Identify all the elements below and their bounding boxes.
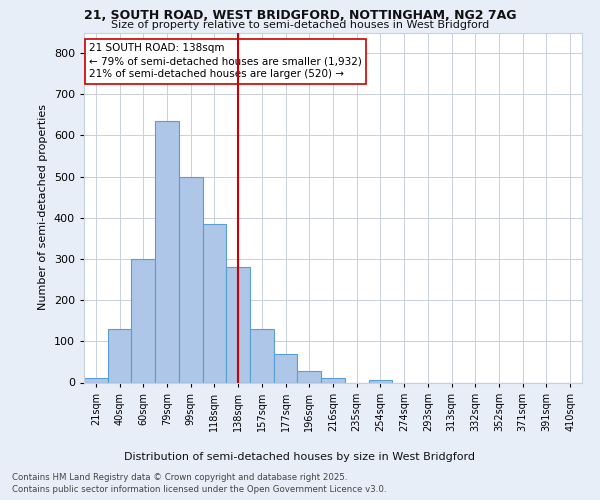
Text: Size of property relative to semi-detached houses in West Bridgford: Size of property relative to semi-detach… [111, 20, 489, 30]
Text: 21, SOUTH ROAD, WEST BRIDGFORD, NOTTINGHAM, NG2 7AG: 21, SOUTH ROAD, WEST BRIDGFORD, NOTTINGH… [84, 9, 516, 22]
Text: Contains HM Land Registry data © Crown copyright and database right 2025.
Contai: Contains HM Land Registry data © Crown c… [12, 473, 386, 494]
Bar [108, 329, 131, 382]
Bar [131, 259, 155, 382]
Bar [298, 371, 321, 382]
Text: 21 SOUTH ROAD: 138sqm
← 79% of semi-detached houses are smaller (1,932)
21% of s: 21 SOUTH ROAD: 138sqm ← 79% of semi-deta… [89, 43, 362, 80]
Bar [274, 354, 298, 382]
Y-axis label: Number of semi-detached properties: Number of semi-detached properties [38, 104, 48, 310]
Text: Distribution of semi-detached houses by size in West Bridgford: Distribution of semi-detached houses by … [125, 452, 476, 462]
Bar [84, 378, 108, 382]
Bar [179, 176, 203, 382]
Bar [226, 267, 250, 382]
Bar [321, 378, 345, 382]
Bar [368, 380, 392, 382]
Bar [250, 329, 274, 382]
Bar [155, 121, 179, 382]
Bar [203, 224, 226, 382]
